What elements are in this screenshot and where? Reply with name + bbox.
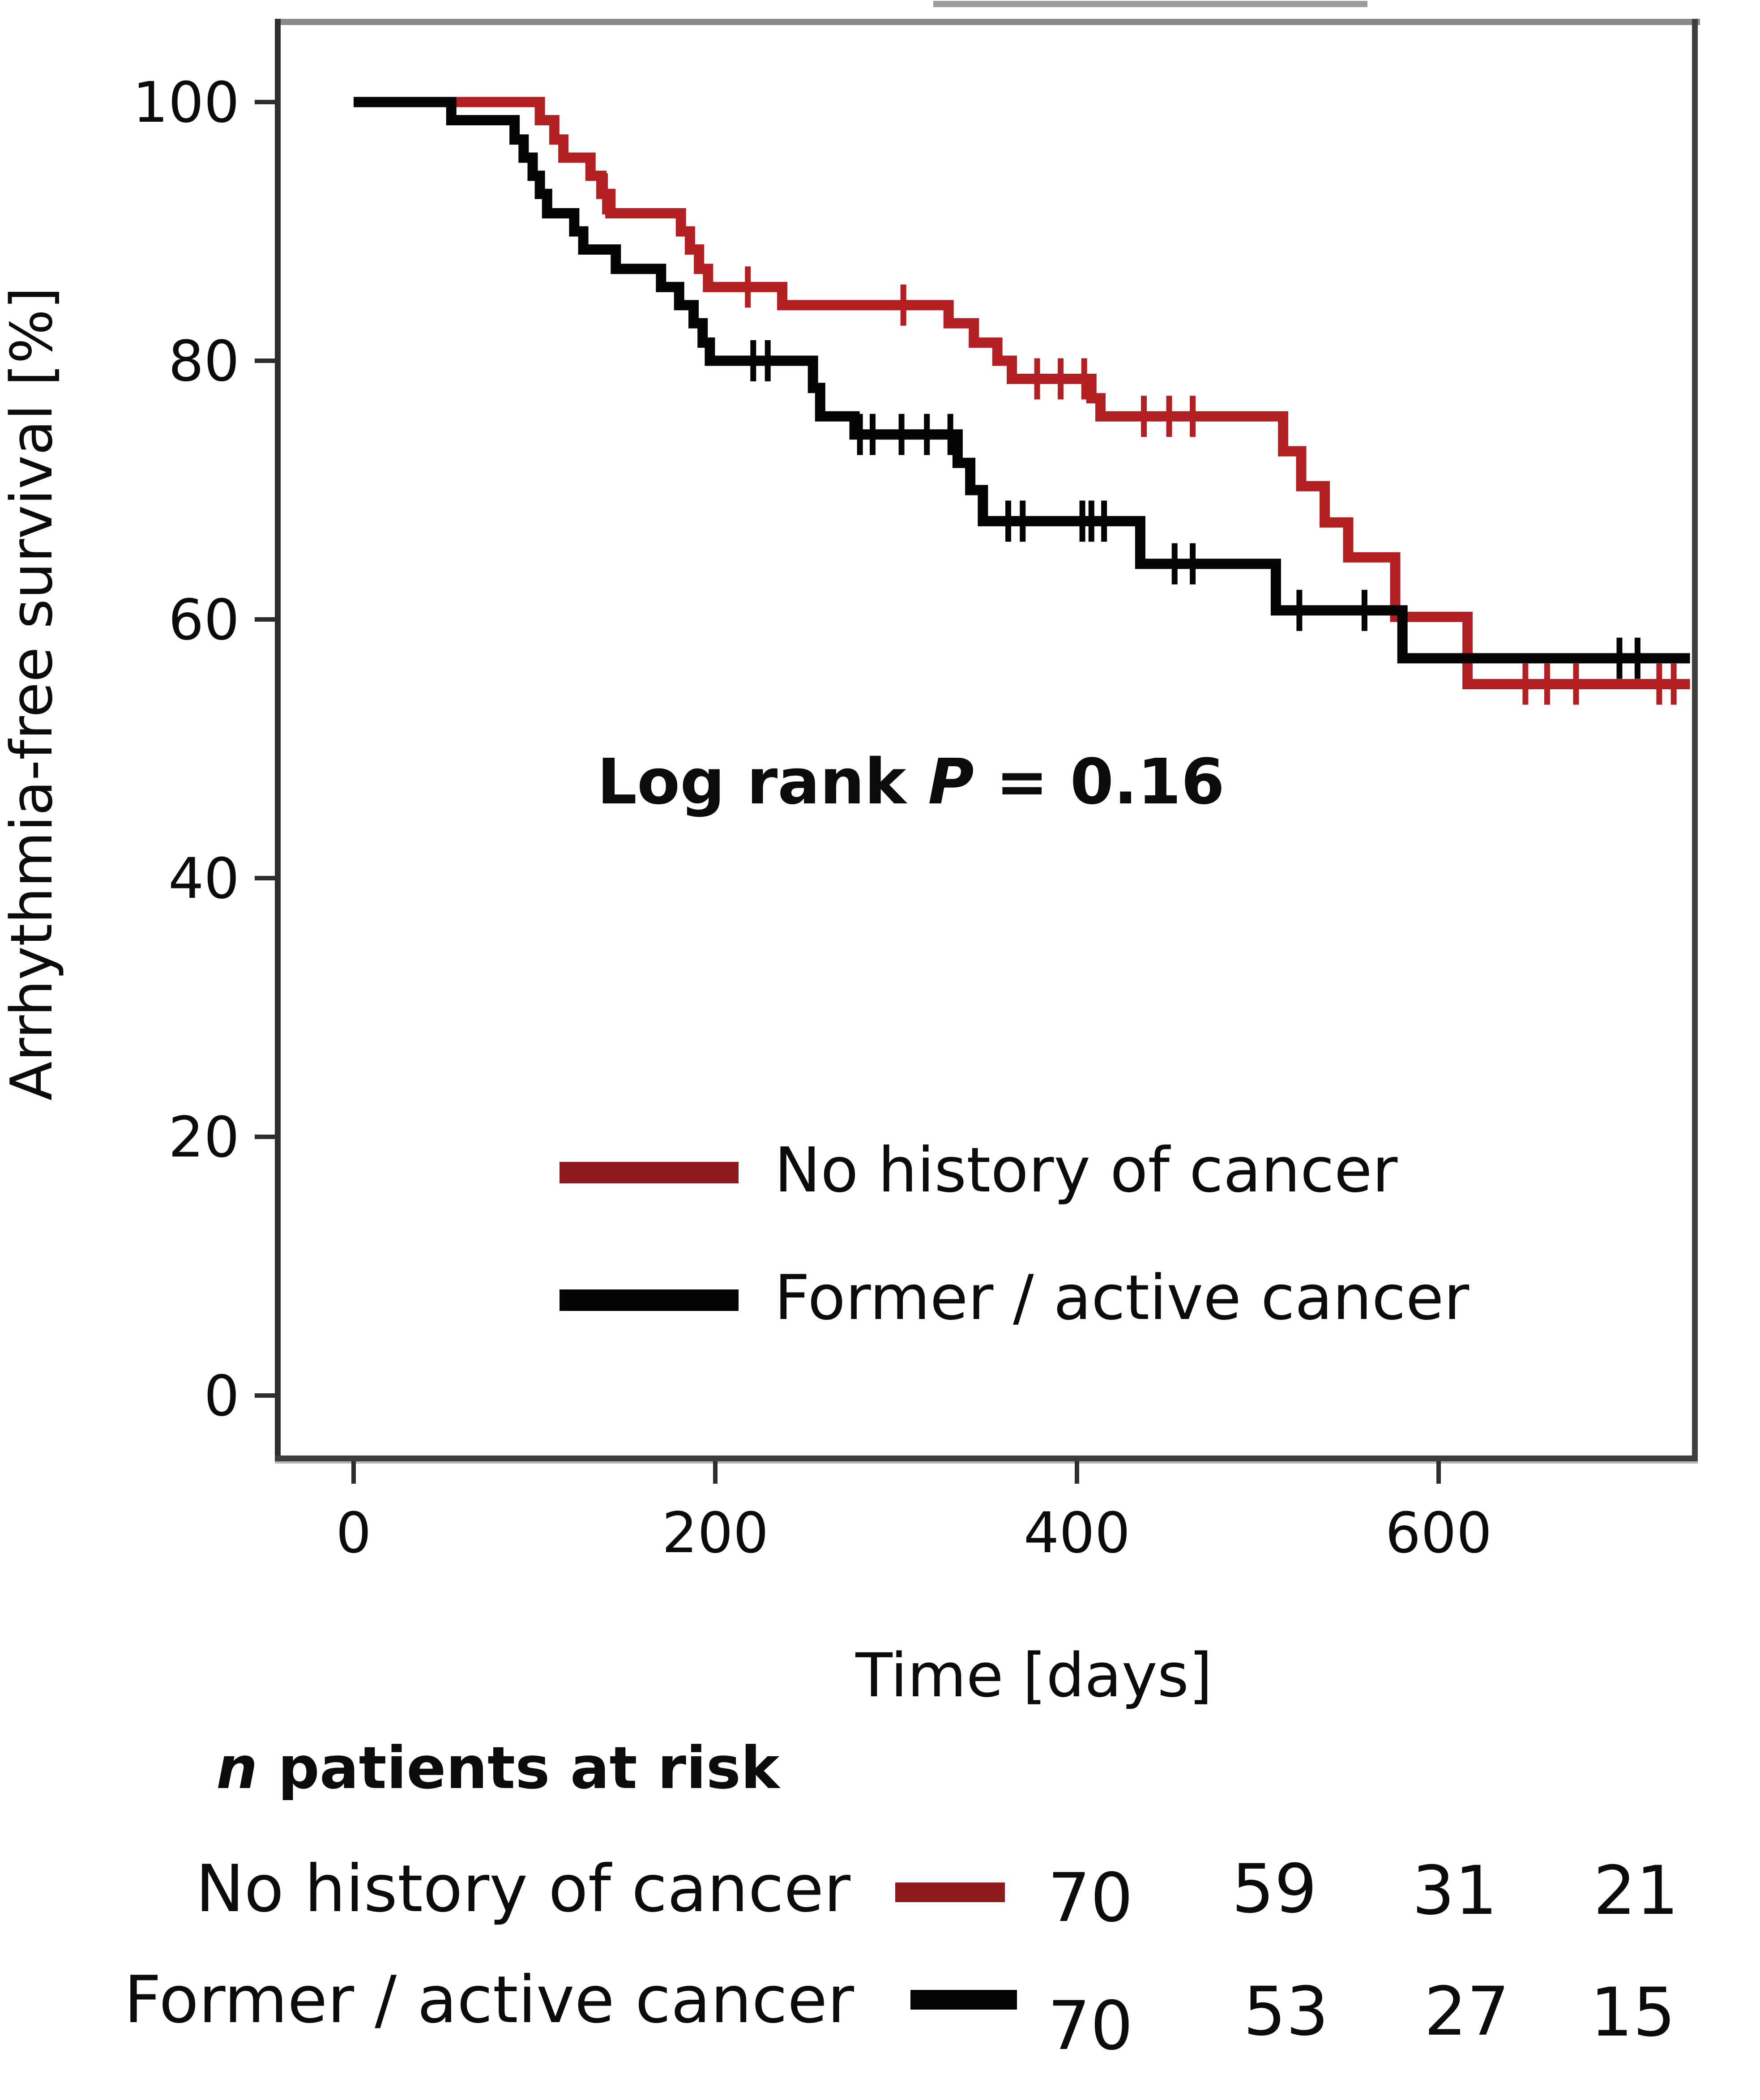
at-risk-header: n patients at risk [216,1734,781,1802]
censor-tick [1522,663,1529,705]
legend-line-former-active [560,1289,739,1311]
y-tick-label: 80 [168,329,239,394]
at-risk-count: 21 [1593,1852,1679,1930]
censor-tick [1141,396,1147,437]
x-axis-shadow [275,1461,1698,1464]
censor-tick [1616,637,1623,679]
survival-curve-former-active [354,97,1690,664]
censor-tick [1166,396,1172,437]
legend-label-former-active: Former / active cancer [774,1262,1469,1334]
censor-tick [898,414,905,455]
censor-tick [1656,663,1662,705]
axis-tick-labels: 0 20 40 60 80 100 0 200 400 600 [132,70,1492,1566]
at-risk-line-no-history [895,1882,1005,1902]
legend-label-no-history: No history of cancer [774,1134,1398,1206]
at-risk-count: 59 [1232,1850,1317,1928]
y-tick [255,1393,275,1398]
y-tick [255,876,275,880]
censor-tick [750,340,756,381]
plot-border-top [278,19,1700,25]
x-axis-line [275,1455,1698,1461]
logrank-annotation: Log rank P = 0.16 [597,746,1225,819]
censor-tick [924,414,930,455]
censor-tick [765,340,771,381]
y-tick [255,359,275,363]
x-axis-title: Time [days] [855,1640,1212,1711]
x-tick-label: 600 [1385,1501,1492,1566]
y-tick-label: 100 [132,70,239,135]
x-tick [1436,1461,1441,1484]
censor-tick [1020,500,1026,542]
at-risk-count: 70 [1048,1859,1133,1937]
survival-curve-no-history [354,97,1690,689]
censor-tick [1081,358,1087,400]
at-risk-label-former-active: Former / active cancer [124,1962,854,2038]
censor-tick [1573,663,1579,705]
censor-tick [602,173,608,215]
censor-tick [1101,500,1107,542]
survival-curves [354,97,1690,705]
censor-tick [947,414,953,455]
at-risk-count: 53 [1243,1973,1329,2051]
x-tick-label: 200 [662,1501,769,1566]
at-risk-count: 15 [1590,1974,1676,2052]
censor-tick [1171,543,1178,585]
y-tick [255,100,275,104]
at-risk-count: 31 [1412,1852,1498,1930]
censor-tick [1634,637,1640,679]
censor-tick [1088,500,1094,542]
at-risk-label-no-history: No history of cancer [196,1851,850,1927]
y-tick-label: 0 [204,1364,239,1429]
y-axis-title: Arrhythmia-free survival [%] [0,287,65,1101]
at-risk-count: 27 [1424,1973,1510,2051]
y-tick-label: 40 [168,846,239,911]
x-tick-label: 400 [1024,1501,1131,1566]
x-tick [1075,1461,1079,1484]
censor-tick [1361,589,1367,631]
axis-ticks [255,100,1441,1484]
censor-tick [1034,358,1040,400]
censor-tick [857,414,863,455]
censor-tick [1296,589,1303,631]
x-tick-label: 0 [336,1501,372,1566]
censor-tick [870,414,876,455]
at-risk-counts: 70 59 31 21 70 53 27 15 [1048,1850,1679,2065]
y-tick-label: 60 [168,588,239,653]
at-risk-line-former-active [910,1990,1017,2010]
censor-tick [1190,543,1196,585]
censor-tick [1079,500,1085,542]
plot-border-right [1692,19,1698,1458]
cropped-border-remnant [933,1,1367,7]
at-risk-count: 70 [1048,1987,1133,2065]
censor-tick [745,266,751,308]
x-tick [351,1461,356,1484]
censor-tick [1005,500,1011,542]
x-tick [713,1461,718,1484]
y-tick [255,617,275,622]
plot-frame [275,19,1700,1464]
y-axis-line [275,19,281,1458]
censor-tick [1190,396,1196,437]
censor-tick [900,284,906,326]
censor-tick [1058,358,1064,400]
at-risk-table: n patients at risk No history of cancer … [124,1734,1679,2065]
y-tick [255,1135,275,1139]
censor-tick [1670,663,1677,705]
legend: No history of cancer Former / active can… [560,1134,1469,1334]
legend-line-no-history [560,1162,739,1183]
censor-tick [1544,663,1550,705]
y-tick-label: 20 [168,1105,239,1170]
